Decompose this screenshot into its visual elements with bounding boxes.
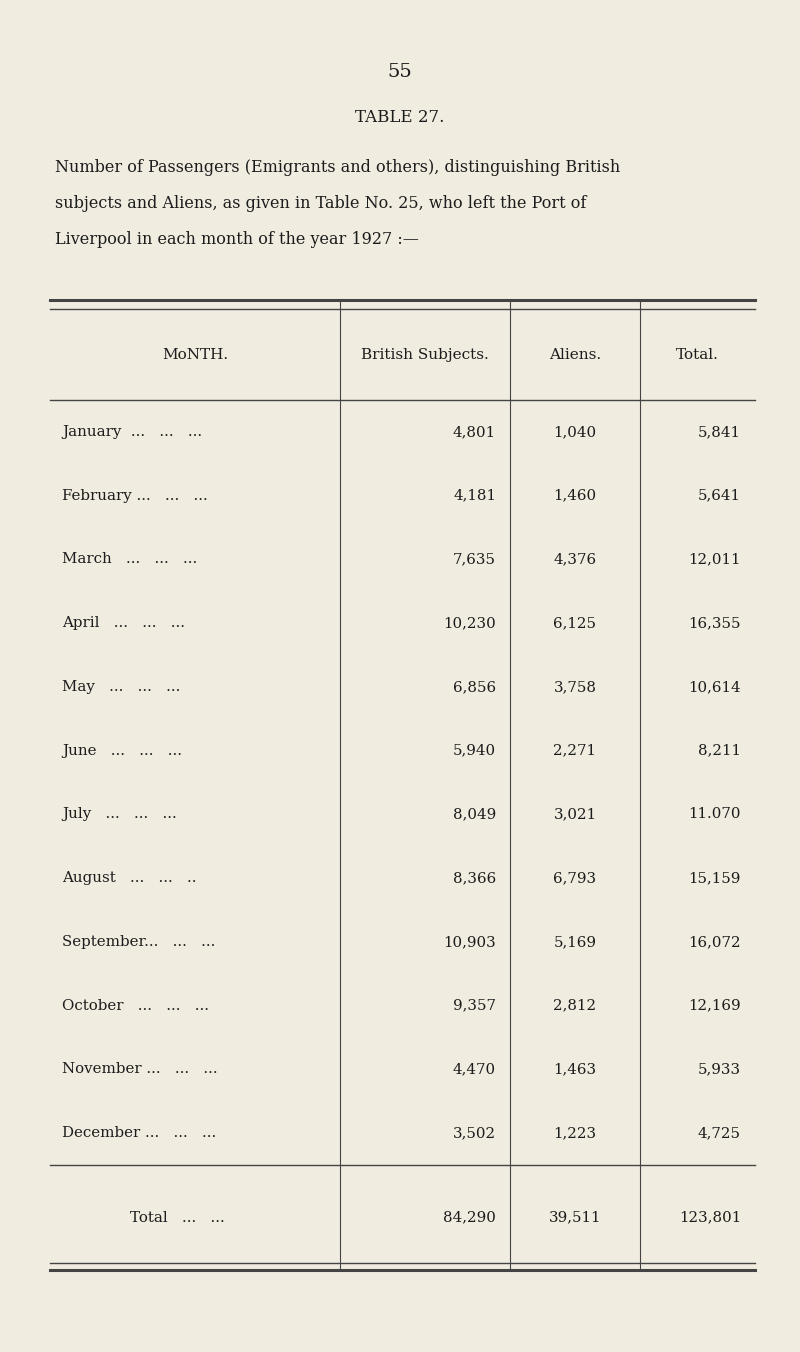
- Text: June   ...   ...   ...: June ... ... ...: [62, 744, 182, 757]
- Text: March   ...   ...   ...: March ... ... ...: [62, 553, 198, 566]
- Text: 4,376: 4,376: [554, 553, 597, 566]
- Text: MᴏNTH.: MᴏNTH.: [162, 347, 228, 362]
- Text: 16,355: 16,355: [689, 617, 741, 630]
- Text: 4,181: 4,181: [453, 488, 496, 503]
- Text: September...   ...   ...: September... ... ...: [62, 934, 215, 949]
- Text: Liverpool in each month of the year 1927 :—: Liverpool in each month of the year 1927…: [55, 231, 419, 249]
- Text: 6,793: 6,793: [554, 871, 597, 886]
- Text: August   ...   ...   ..: August ... ... ..: [62, 871, 197, 886]
- Text: April   ...   ...   ...: April ... ... ...: [62, 617, 185, 630]
- Text: 10,614: 10,614: [688, 680, 741, 694]
- Text: 9,357: 9,357: [453, 999, 496, 1013]
- Text: July   ...   ...   ...: July ... ... ...: [62, 807, 177, 822]
- Text: 1,463: 1,463: [554, 1063, 597, 1076]
- Text: Total   ...   ...: Total ... ...: [130, 1210, 225, 1225]
- Text: Number of Passengers (Emigrants and others), distinguishing British: Number of Passengers (Emigrants and othe…: [55, 160, 620, 177]
- Text: 8,366: 8,366: [453, 871, 496, 886]
- Text: 6,856: 6,856: [453, 680, 496, 694]
- Text: 7,635: 7,635: [453, 553, 496, 566]
- Text: December ...   ...   ...: December ... ... ...: [62, 1126, 216, 1140]
- Text: 3,021: 3,021: [554, 807, 597, 822]
- Text: 12,011: 12,011: [689, 553, 741, 566]
- Text: 3,502: 3,502: [453, 1126, 496, 1140]
- Text: 4,801: 4,801: [453, 425, 496, 439]
- Text: 6,125: 6,125: [554, 617, 597, 630]
- Text: February ...   ...   ...: February ... ... ...: [62, 488, 208, 503]
- Text: 11.070: 11.070: [689, 807, 741, 822]
- Text: 2,271: 2,271: [554, 744, 597, 757]
- Text: 39,511: 39,511: [549, 1210, 602, 1225]
- Text: 1,223: 1,223: [554, 1126, 597, 1140]
- Text: 1,040: 1,040: [554, 425, 597, 439]
- Text: Aliens.: Aliens.: [549, 347, 601, 362]
- Text: 84,290: 84,290: [443, 1210, 496, 1225]
- Text: 5,933: 5,933: [698, 1063, 741, 1076]
- Text: 10,903: 10,903: [443, 934, 496, 949]
- Text: 5,841: 5,841: [698, 425, 741, 439]
- Text: October   ...   ...   ...: October ... ... ...: [62, 999, 209, 1013]
- Text: 4,725: 4,725: [698, 1126, 741, 1140]
- Text: 12,169: 12,169: [688, 999, 741, 1013]
- Text: 4,470: 4,470: [453, 1063, 496, 1076]
- Text: May   ...   ...   ...: May ... ... ...: [62, 680, 180, 694]
- Text: TABLE 27.: TABLE 27.: [355, 110, 445, 127]
- Text: 10,230: 10,230: [443, 617, 496, 630]
- Text: 15,159: 15,159: [689, 871, 741, 886]
- Text: 8,211: 8,211: [698, 744, 741, 757]
- Text: 123,801: 123,801: [678, 1210, 741, 1225]
- Text: 1,460: 1,460: [554, 488, 597, 503]
- Text: January  ...   ...   ...: January ... ... ...: [62, 425, 202, 439]
- Text: 2,812: 2,812: [554, 999, 597, 1013]
- Text: 3,758: 3,758: [554, 680, 597, 694]
- Text: 55: 55: [388, 64, 412, 81]
- Text: 16,072: 16,072: [688, 934, 741, 949]
- Text: British Subjects.: British Subjects.: [361, 347, 489, 362]
- Text: 5,940: 5,940: [453, 744, 496, 757]
- Text: 5,169: 5,169: [554, 934, 597, 949]
- Text: 5,641: 5,641: [698, 488, 741, 503]
- Text: subjects and Aliens, as given in Table No. 25, who left the Port of: subjects and Aliens, as given in Table N…: [55, 196, 586, 212]
- Text: Total.: Total.: [676, 347, 719, 362]
- Text: 8,049: 8,049: [453, 807, 496, 822]
- Text: November ...   ...   ...: November ... ... ...: [62, 1063, 218, 1076]
